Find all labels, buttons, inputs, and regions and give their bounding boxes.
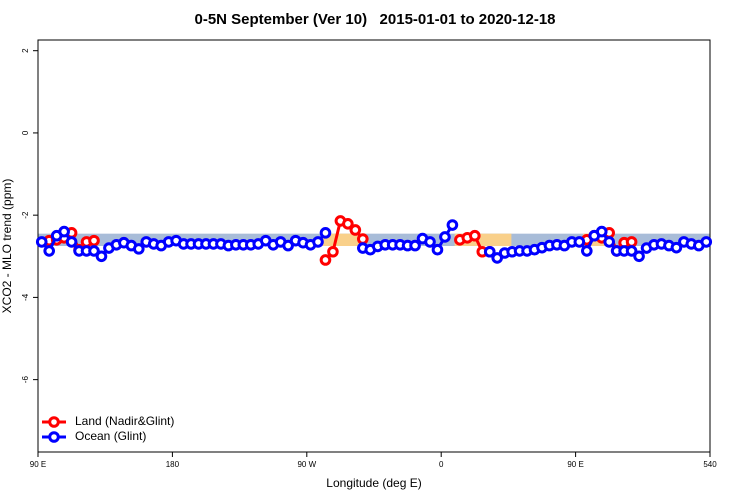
data-point bbox=[312, 236, 324, 248]
data-point bbox=[700, 236, 713, 248]
data-point bbox=[58, 225, 70, 238]
data-point bbox=[349, 224, 362, 236]
data-point bbox=[424, 236, 436, 248]
x-tick-label: 180 bbox=[166, 460, 180, 469]
data-point bbox=[595, 225, 608, 238]
data-point bbox=[88, 234, 100, 247]
y-tick-label: -4 bbox=[21, 293, 30, 301]
data-point bbox=[35, 236, 48, 248]
data-point bbox=[95, 250, 108, 263]
y-tick-label: 0 bbox=[21, 130, 30, 135]
chart-title: 0-5N September (Ver 10) 2015-01-01 to 20… bbox=[194, 11, 555, 28]
data-point bbox=[439, 231, 451, 243]
data-point bbox=[357, 233, 369, 245]
legend-label: Ocean (Glint) bbox=[75, 429, 146, 443]
legend-marker bbox=[48, 431, 60, 443]
data-point bbox=[633, 250, 645, 263]
data-point bbox=[581, 245, 593, 257]
data-point bbox=[319, 227, 332, 239]
data-point bbox=[65, 236, 78, 248]
data-point bbox=[327, 245, 339, 258]
x-tick-label: 0 bbox=[439, 460, 444, 469]
highlight bbox=[321, 233, 363, 246]
data-point bbox=[282, 239, 294, 252]
data-point bbox=[431, 243, 444, 256]
x-tick-label: 540 bbox=[703, 460, 717, 469]
data-point bbox=[625, 236, 638, 248]
y-tick-label: 2 bbox=[21, 48, 30, 53]
data-point bbox=[469, 229, 481, 242]
data-point bbox=[409, 239, 421, 252]
data-point bbox=[491, 252, 504, 264]
data-point bbox=[483, 245, 496, 258]
y-tick-label: -2 bbox=[21, 211, 30, 219]
x-tick-label: 90 W bbox=[297, 460, 316, 469]
x-tick-label: 90 E bbox=[567, 460, 583, 469]
data-point bbox=[603, 236, 616, 248]
x-tick-label: 90 E bbox=[30, 460, 46, 469]
y-axis-label: XCO2 - MLO trend (ppm) bbox=[0, 179, 14, 314]
x-axis-label: Longitude (deg E) bbox=[326, 476, 421, 490]
legend-marker bbox=[48, 416, 60, 428]
data-point bbox=[319, 254, 332, 266]
data-point bbox=[625, 245, 638, 257]
data-point bbox=[43, 245, 56, 257]
data-point bbox=[88, 245, 100, 257]
data-point bbox=[342, 217, 354, 230]
data-point bbox=[573, 236, 586, 248]
legend-label: Land (Nadir&Glint) bbox=[75, 414, 174, 428]
data-point bbox=[446, 219, 459, 231]
y-tick-label: -6 bbox=[21, 376, 30, 384]
data-point bbox=[670, 241, 683, 254]
data-point bbox=[133, 243, 145, 255]
